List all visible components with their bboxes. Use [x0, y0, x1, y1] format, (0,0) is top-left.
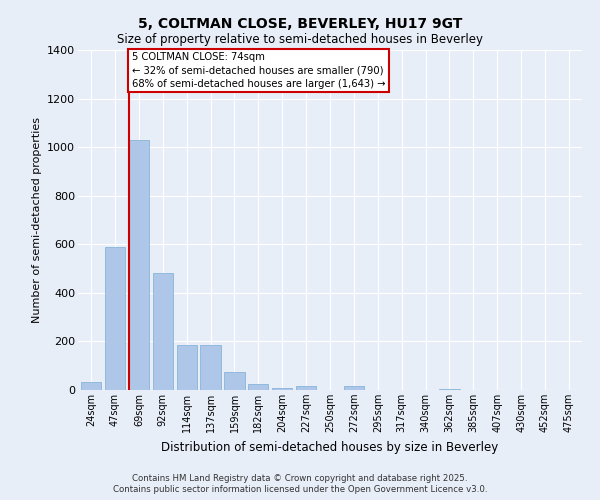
- Bar: [129, 140, 149, 390]
- Text: Contains HM Land Registry data © Crown copyright and database right 2025.
Contai: Contains HM Land Registry data © Crown c…: [113, 474, 487, 494]
- Bar: [152, 274, 173, 390]
- Bar: [344, 386, 364, 390]
- Bar: [200, 345, 221, 390]
- Bar: [176, 345, 197, 390]
- Bar: [224, 372, 245, 390]
- Text: Size of property relative to semi-detached houses in Beverley: Size of property relative to semi-detach…: [117, 32, 483, 46]
- Text: 5, COLTMAN CLOSE, BEVERLEY, HU17 9GT: 5, COLTMAN CLOSE, BEVERLEY, HU17 9GT: [138, 18, 462, 32]
- Y-axis label: Number of semi-detached properties: Number of semi-detached properties: [32, 117, 41, 323]
- Bar: [272, 388, 292, 390]
- Bar: [296, 386, 316, 390]
- Bar: [81, 382, 101, 390]
- Bar: [105, 246, 125, 390]
- Text: 5 COLTMAN CLOSE: 74sqm
← 32% of semi-detached houses are smaller (790)
68% of se: 5 COLTMAN CLOSE: 74sqm ← 32% of semi-det…: [131, 52, 385, 89]
- X-axis label: Distribution of semi-detached houses by size in Beverley: Distribution of semi-detached houses by …: [161, 440, 499, 454]
- Bar: [248, 384, 268, 390]
- Bar: [439, 389, 460, 390]
